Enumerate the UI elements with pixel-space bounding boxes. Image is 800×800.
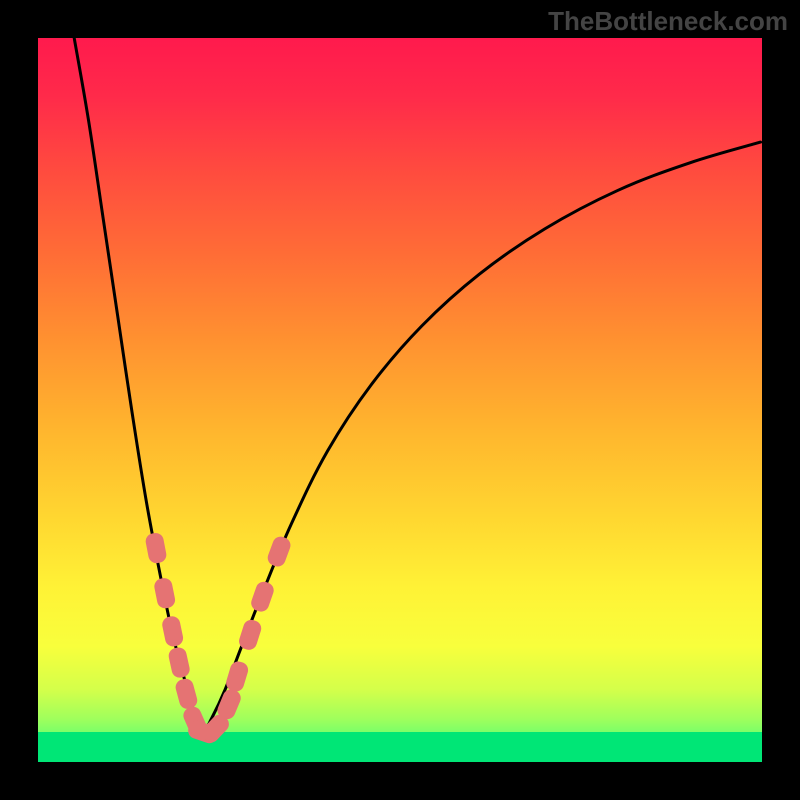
curve-marker [153, 577, 177, 610]
bottom-green-band [38, 732, 762, 762]
curve-marker [161, 615, 185, 648]
curve-marker [144, 532, 167, 565]
curve-marker [167, 646, 191, 679]
watermark-text: TheBottleneck.com [548, 6, 788, 37]
curve-marker [249, 580, 276, 614]
chart-svg [38, 38, 762, 762]
chart-frame: { "meta": { "watermark_text": "TheBottle… [0, 0, 800, 800]
curve-marker [174, 677, 199, 711]
curve-marker [265, 534, 292, 568]
curve-marker [224, 660, 250, 694]
plot-area [38, 38, 762, 762]
